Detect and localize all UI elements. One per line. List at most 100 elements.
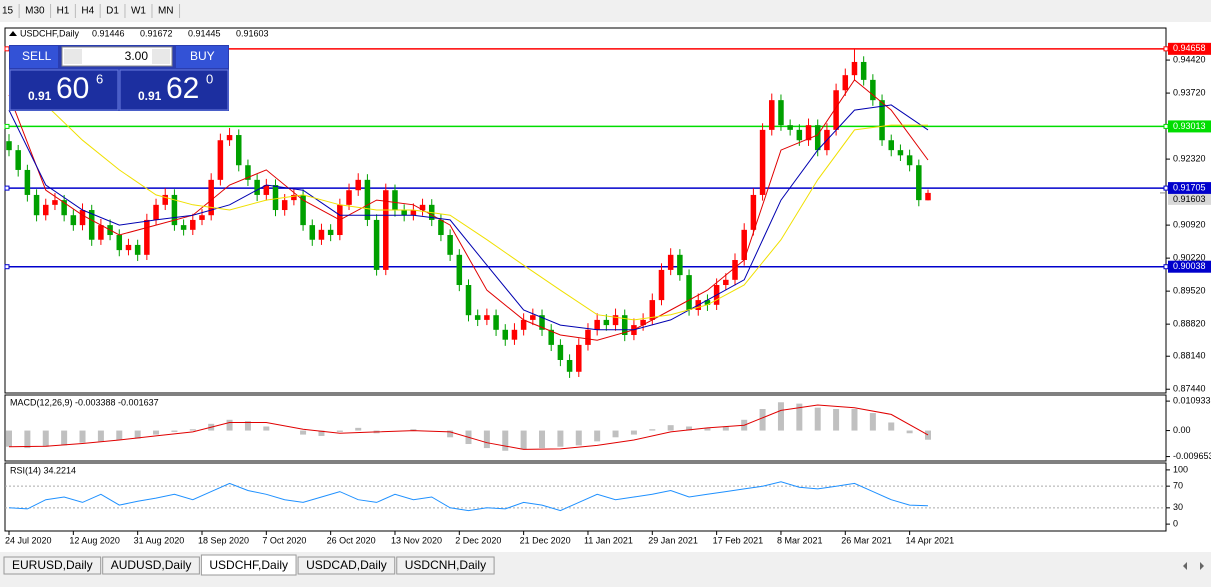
candle-body — [723, 279, 729, 286]
chart-tab-label[interactable]: USDCAD,Daily — [306, 558, 387, 572]
timeframe-button[interactable]: M30 — [25, 6, 45, 17]
candle-body — [686, 275, 692, 311]
macd-bar — [704, 427, 711, 431]
y-tick-label: 0.94420 — [1173, 54, 1206, 64]
y-tick-label: 30 — [1173, 502, 1183, 512]
indicator-line — [8, 404, 929, 450]
macd-bar — [97, 430, 104, 442]
candle-body — [33, 194, 40, 216]
macd-bar — [502, 430, 509, 451]
y-tick-label: 0.87440 — [1173, 384, 1206, 394]
timeframe-button[interactable]: H1 — [57, 6, 70, 17]
y-tick-label: 100 — [1173, 464, 1188, 474]
macd-bar — [6, 430, 12, 447]
candle-body — [851, 61, 858, 76]
buy-button[interactable] — [176, 46, 228, 68]
x-tick-label: 26 Mar 2021 — [841, 535, 892, 545]
chart-tab-label[interactable]: AUDUSD,Daily — [111, 558, 192, 572]
candle-body — [870, 79, 876, 101]
candle-body — [860, 61, 867, 80]
buy-price-sup: 0 — [206, 71, 213, 86]
x-tick-label: 26 Oct 2020 — [327, 535, 376, 545]
candle-body — [309, 225, 316, 240]
macd-bar — [594, 430, 601, 442]
macd-bar — [116, 430, 123, 440]
chart-tab[interactable] — [396, 556, 495, 575]
candle-body — [548, 329, 554, 345]
candle-body — [208, 179, 214, 216]
candle-body — [511, 329, 518, 340]
candle-body — [52, 200, 58, 205]
candle-body — [667, 254, 674, 270]
level-handle — [4, 264, 10, 270]
candle-body — [116, 235, 123, 251]
candle-body — [254, 179, 260, 195]
lot-value[interactable]: 3.00 — [125, 49, 149, 63]
timeframe-button[interactable]: D1 — [106, 6, 119, 17]
timeframe-button[interactable]: H4 — [81, 6, 94, 17]
candle-body — [484, 315, 490, 320]
candle-body — [879, 100, 885, 141]
lot-input[interactable] — [61, 46, 173, 67]
timeframe-button[interactable]: W1 — [131, 6, 146, 17]
symbol-title: USDCHF,Daily — [20, 28, 80, 38]
level-handle — [4, 185, 10, 191]
candle-body — [530, 315, 536, 320]
candle-body — [603, 319, 610, 326]
chart-tab-label[interactable]: USDCNH,Daily — [405, 558, 486, 572]
candle-body — [199, 215, 205, 220]
level-handle — [1163, 185, 1169, 191]
candle-body — [392, 190, 398, 211]
level-handle — [1163, 123, 1169, 129]
candle-body — [769, 100, 775, 130]
macd-bar — [42, 430, 49, 447]
candle-body — [474, 315, 481, 320]
candle-body — [539, 315, 545, 330]
chart-tab-label[interactable]: USDCHF,Daily — [209, 558, 288, 572]
sell-button[interactable] — [10, 46, 58, 68]
x-tick-label: 29 Jan 2021 — [648, 535, 698, 545]
ohlc-value: 0.91446 — [92, 28, 125, 38]
lot-up[interactable] — [152, 49, 170, 64]
timeframe-button[interactable]: MN — [158, 6, 174, 17]
buy-label[interactable]: BUY — [190, 49, 215, 63]
candle-body — [419, 204, 426, 211]
candle-body — [355, 179, 361, 191]
macd-bar — [796, 403, 803, 431]
sell-price-box[interactable] — [9, 69, 119, 111]
timeframe-button[interactable]: 15 — [2, 6, 14, 17]
candle-body — [778, 100, 784, 126]
y-tick-label: 0.010933 — [1173, 395, 1211, 405]
sell-label[interactable]: SELL — [22, 49, 52, 63]
chart-tab[interactable] — [297, 556, 396, 575]
y-tick-label: 0.00 — [1173, 425, 1191, 435]
candle-body — [640, 319, 646, 326]
macd-bar — [814, 407, 821, 431]
candle-body — [373, 219, 380, 270]
buy-price-box[interactable] — [119, 69, 229, 111]
chart-tab[interactable] — [3, 556, 102, 575]
chart-tab[interactable] — [102, 556, 200, 575]
lot-down[interactable] — [64, 49, 82, 64]
level-label: 0.91705 — [1173, 182, 1206, 192]
chart-tab[interactable] — [200, 554, 297, 576]
macd-bar — [722, 426, 729, 431]
macd-bar — [447, 430, 454, 438]
chart-tab-label[interactable]: EURUSD,Daily — [12, 558, 93, 572]
level-label: 0.90038 — [1173, 261, 1206, 271]
x-tick-label: 18 Sep 2020 — [198, 535, 249, 545]
candle-body — [88, 210, 95, 240]
macd-bar — [483, 430, 490, 449]
scroll-left[interactable] — [1183, 562, 1187, 570]
macd-bar — [153, 430, 160, 435]
candle-body — [677, 254, 683, 276]
candle-body — [658, 269, 665, 301]
candle-body — [291, 194, 297, 201]
candle-body — [447, 235, 453, 255]
candle-body — [61, 200, 67, 216]
macd-bar — [24, 430, 31, 449]
candle-body — [502, 329, 509, 340]
scroll-right[interactable] — [1200, 562, 1204, 570]
candle-body — [520, 319, 527, 330]
candle-body — [24, 169, 31, 195]
